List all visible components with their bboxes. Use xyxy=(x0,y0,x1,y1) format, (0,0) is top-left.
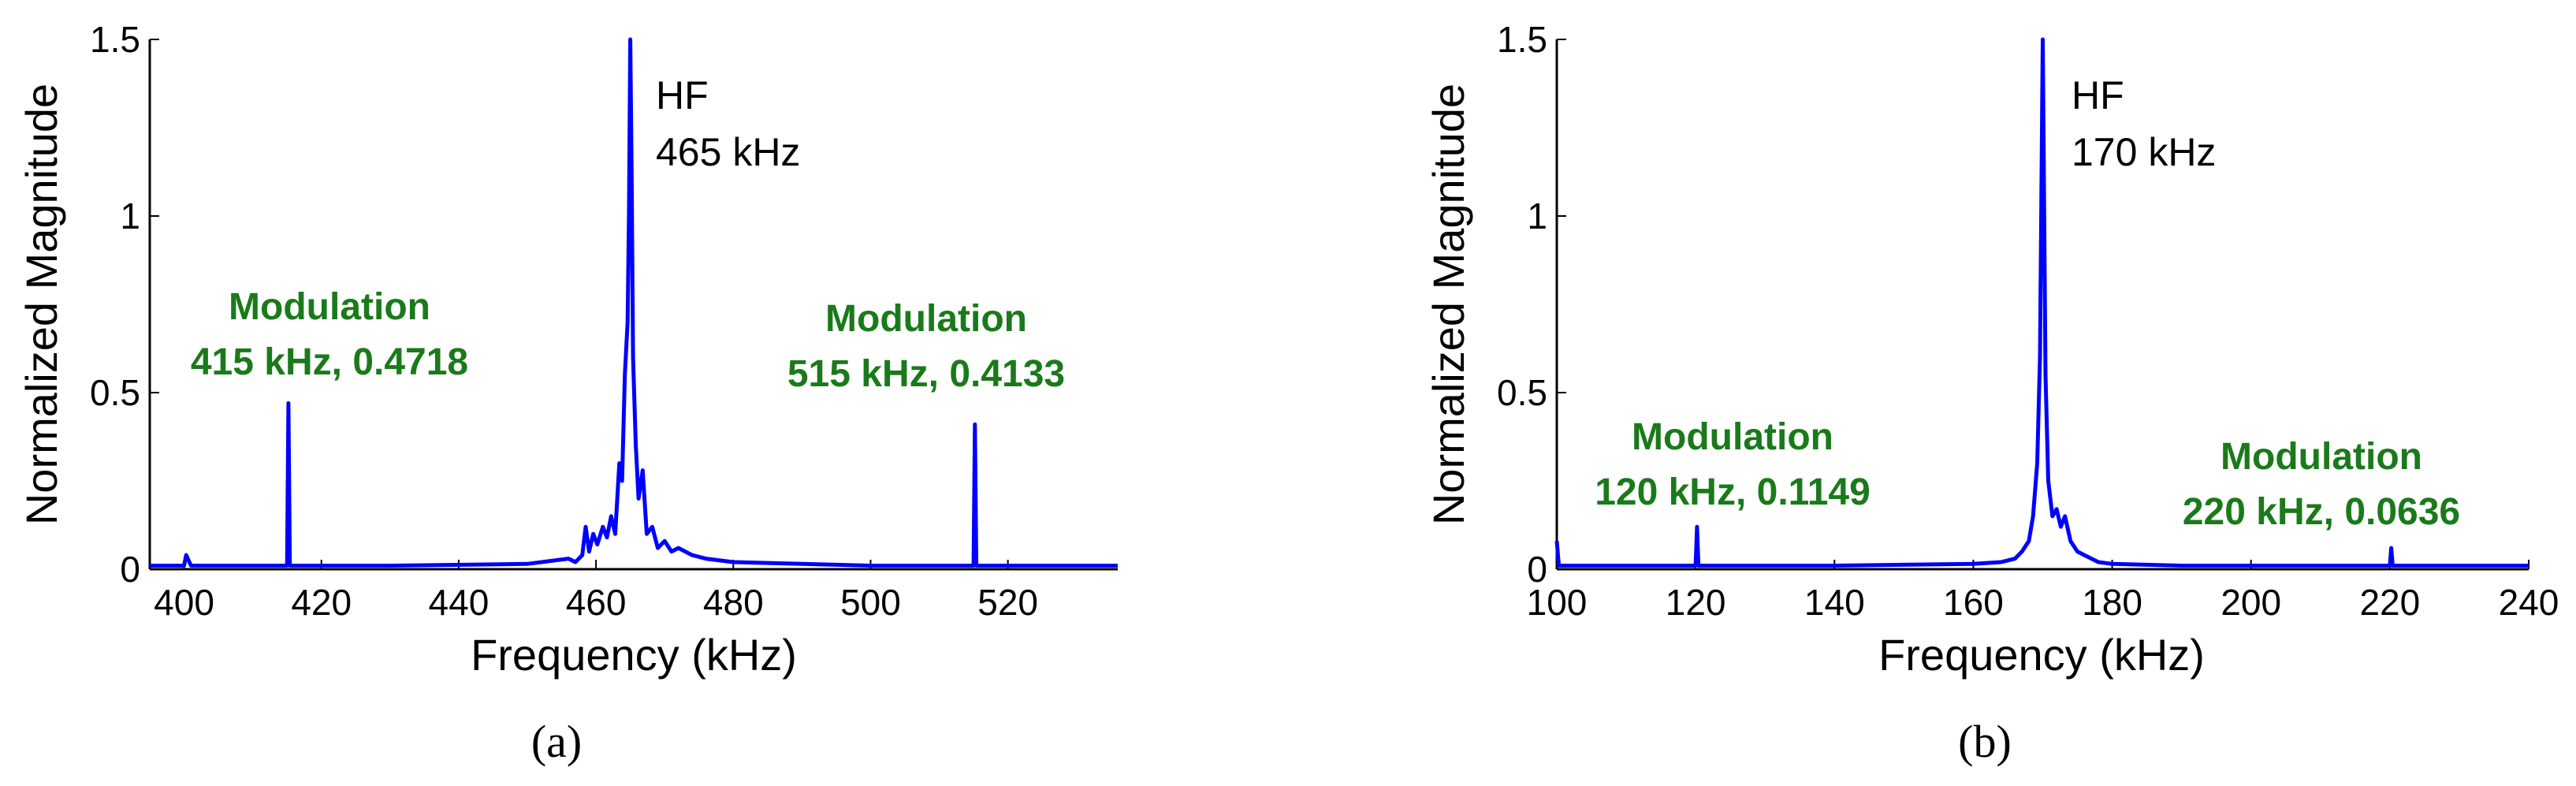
x-tick-label: 400 xyxy=(154,582,214,623)
x-tick-label: 180 xyxy=(2082,582,2142,623)
modulation-right-value: 515 kHz, 0.4133 xyxy=(787,353,1065,395)
x-tick-label: 140 xyxy=(1804,582,1865,623)
x-tick-group: 100 120 140 160 180 200 220 240 xyxy=(1527,560,2559,623)
x-tick-label: 480 xyxy=(703,582,764,623)
modulation-left-title: Modulation xyxy=(1632,416,1833,458)
y-tick-label: 0 xyxy=(1527,549,1547,590)
x-tick-label: 120 xyxy=(1666,582,1726,623)
x-tick-label: 440 xyxy=(429,582,490,623)
x-axis-label: Frequency (kHz) xyxy=(1878,630,2205,680)
modulation-left-value: 415 kHz, 0.4718 xyxy=(191,341,468,383)
modulation-left-value: 120 kHz, 0.1149 xyxy=(1595,471,1871,513)
y-tick-group: 0 0.5 1 1.5 xyxy=(90,19,159,590)
hf-label: HF xyxy=(2072,73,2124,117)
x-tick-label: 460 xyxy=(566,582,627,623)
x-tick-label: 520 xyxy=(977,582,1038,623)
spectrum-line xyxy=(150,37,1118,568)
x-axis-label: Frequency (kHz) xyxy=(471,630,797,680)
x-tick-group: 400 420 440 460 480 500 520 xyxy=(154,560,1038,623)
x-tick-label: 160 xyxy=(1943,582,2004,623)
modulation-right-value: 220 kHz, 0.0636 xyxy=(2183,491,2460,533)
x-tick-label: 500 xyxy=(840,582,901,623)
x-tick-label: 420 xyxy=(291,582,352,623)
x-tick-label: 200 xyxy=(2220,582,2281,623)
y-axis-label: Normalized Magnitude xyxy=(17,84,66,525)
hf-freq-label: 170 kHz xyxy=(2072,130,2216,174)
y-tick-label: 1 xyxy=(120,196,140,237)
y-tick-label: 1.5 xyxy=(90,19,140,60)
hf-freq-label: 465 kHz xyxy=(656,130,800,174)
y-tick-label: 0.5 xyxy=(1497,372,1547,413)
x-tick-label: 220 xyxy=(2359,582,2420,623)
x-tick-label: 240 xyxy=(2499,582,2559,623)
y-tick-label: 0.5 xyxy=(90,372,140,413)
modulation-right-title: Modulation xyxy=(825,298,1027,340)
caption-a: (a) xyxy=(531,716,582,767)
chart-panel-a: 400 420 440 460 480 500 520 0 0.5 1 1.5 HF 465 kH… xyxy=(17,19,1118,767)
y-tick-label: 1 xyxy=(1527,196,1547,237)
modulation-left-title: Modulation xyxy=(229,286,430,328)
modulation-right-title: Modulation xyxy=(2220,436,2422,478)
hf-label: HF xyxy=(656,73,709,117)
chart-panel-b: 100 120 140 160 180 200 220 240 0 0.5 1 1.5 HF 170… xyxy=(1424,19,2559,767)
y-tick-label: 0 xyxy=(120,549,140,590)
y-axis-label: Normalized Magnitude xyxy=(1424,84,1473,525)
y-tick-group: 0 0.5 1 1.5 xyxy=(1497,19,1566,590)
x-tick-label: 100 xyxy=(1527,582,1588,623)
spectrum-line xyxy=(1554,37,2529,568)
y-tick-label: 1.5 xyxy=(1497,19,1547,60)
caption-b: (b) xyxy=(1958,716,2012,767)
